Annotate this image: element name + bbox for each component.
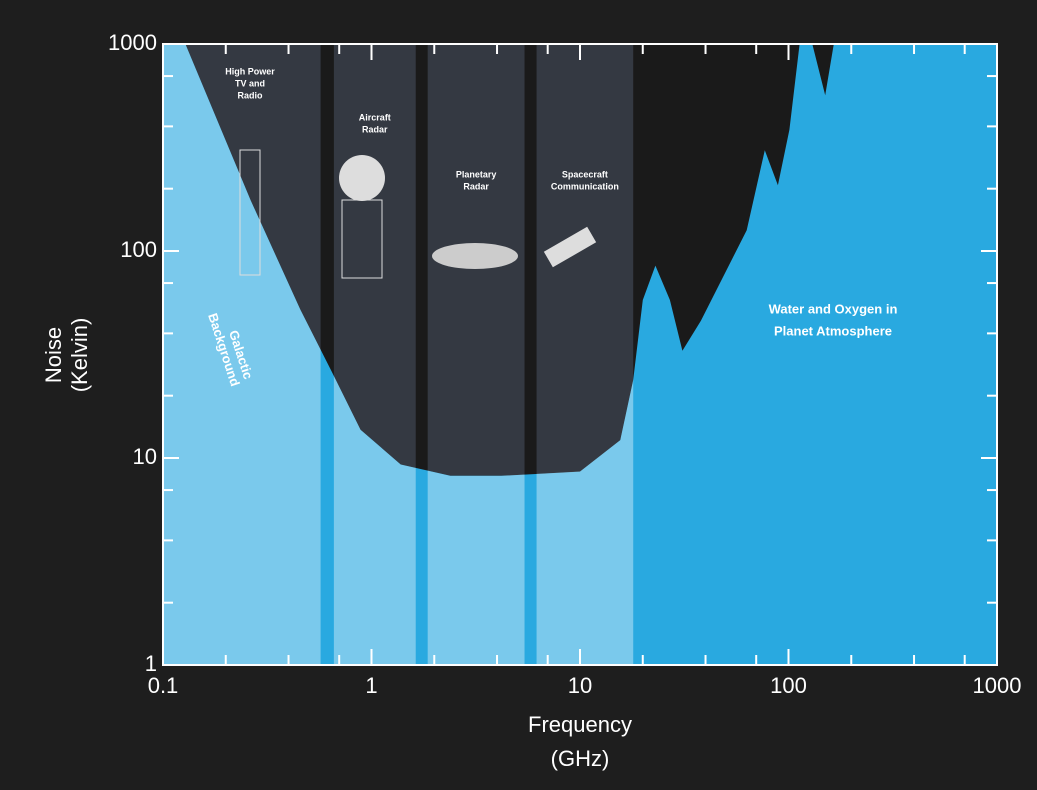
x-tick-label: 10 xyxy=(568,673,592,698)
annotation: Planet Atmosphere xyxy=(774,323,892,338)
icon-radome xyxy=(339,155,385,201)
x-tick-label: 1 xyxy=(365,673,377,698)
icon-dish xyxy=(432,243,518,269)
band-label: Aircraft xyxy=(359,112,391,122)
band-label: Communication xyxy=(551,181,619,191)
annotation: Water and Oxygen in xyxy=(769,301,898,316)
band-label: TV and xyxy=(235,78,265,88)
y-axis-label: (Kelvin) xyxy=(67,318,92,393)
y-tick-label: 1000 xyxy=(108,30,157,55)
x-tick-label: 1000 xyxy=(973,673,1022,698)
x-tick-label: 0.1 xyxy=(148,673,179,698)
band-label: Planetary xyxy=(456,169,497,179)
band-label: Radar xyxy=(362,124,388,134)
x-axis-label: Frequency xyxy=(528,712,632,737)
y-tick-label: 100 xyxy=(120,237,157,262)
y-tick-label: 1 xyxy=(145,651,157,676)
chart: High Power TV and Radio Aircraft Radar Planet… xyxy=(0,0,1037,790)
x-axis-label: (GHz) xyxy=(551,746,610,771)
band-label: Radar xyxy=(463,181,489,191)
band-label: Radio xyxy=(237,90,263,100)
page: High Power TV and Radio Aircraft Radar Planet… xyxy=(0,0,1037,790)
band-label: High Power xyxy=(225,66,275,76)
y-tick-label: 10 xyxy=(133,444,157,469)
x-tick-label: 100 xyxy=(770,673,807,698)
band-label: Spacecraft xyxy=(562,169,608,179)
y-axis-label: Noise xyxy=(41,327,66,383)
